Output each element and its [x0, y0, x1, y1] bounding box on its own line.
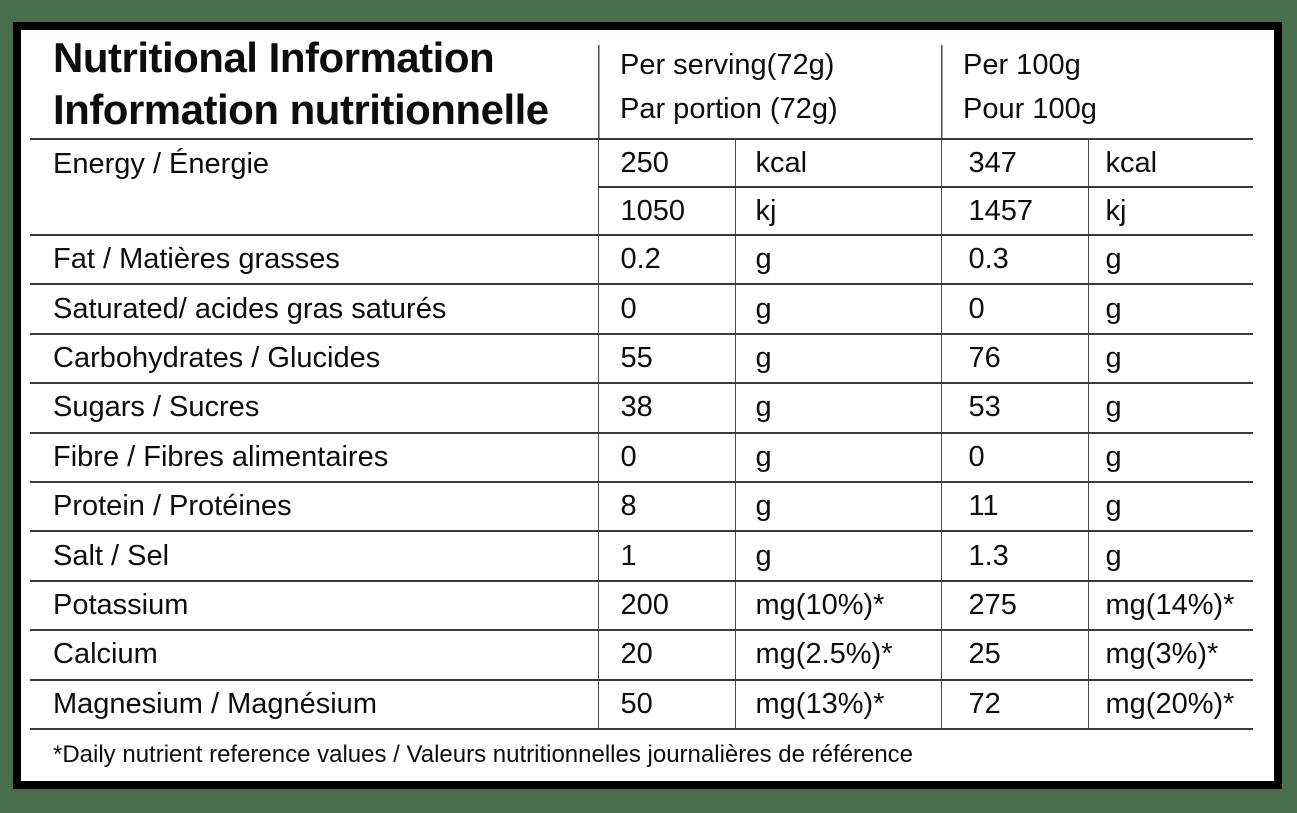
nutrition-table: Nutritional Information Information nutr…: [30, 30, 1254, 730]
per-100g-label-en: Per 100g: [963, 49, 1081, 81]
per-100g-value-cell: 275: [940, 580, 1088, 632]
serving-unit-cell: kcal: [734, 139, 941, 188]
row-label: Calcium: [30, 630, 598, 681]
table-row-protein: Protein / Protéines 8 g 11 g: [30, 481, 1254, 533]
table-row-carbohydrates: Carbohydrates / Glucides 55 g 76 g: [30, 333, 1254, 385]
per-100g-unit-cell: mg(20%)*: [1087, 679, 1254, 730]
per-100g-unit-cell: g: [1087, 235, 1254, 286]
per-100g-unit-cell: g: [1087, 383, 1254, 434]
row-label: Salt / Sel: [30, 531, 598, 582]
serving-unit-cell: g: [734, 481, 941, 533]
serving-value-cell: 0.2: [597, 235, 735, 286]
serving-unit-cell: g: [734, 531, 941, 582]
per-100g-value-cell: 0.3: [940, 235, 1088, 286]
per-100g-unit-cell: mg(14%)*: [1087, 580, 1254, 632]
table-row-fibre: Fibre / Fibres alimentaires 0 g 0 g: [30, 432, 1254, 483]
table-row-sugars: Sugars / Sucres 38 g 53 g: [30, 383, 1254, 434]
serving-unit-cell: kj: [734, 187, 941, 236]
row-label: Sugars / Sucres: [30, 383, 598, 434]
per-100g-value-cell: 53: [940, 383, 1088, 434]
serving-value-cell: 1050: [597, 187, 735, 236]
serving-unit-cell: g: [734, 432, 941, 483]
per-100g-value-cell: 25: [940, 630, 1088, 681]
row-label-energy: Energy / Énergie: [30, 139, 598, 236]
per-100g-unit-cell: g: [1087, 481, 1254, 533]
column-header-per-100g: Per 100g Pour 100g: [941, 30, 1254, 140]
table-row-fat: Fat / Matières grasses 0.2 g 0.3 g: [30, 235, 1254, 286]
row-label: Saturated/ acides gras saturés: [30, 284, 598, 335]
per-100g-unit-cell: mg(3%)*: [1087, 630, 1254, 681]
per-100g-value-cell: 1457: [940, 187, 1088, 236]
table-title: Nutritional Information Information nutr…: [30, 30, 598, 140]
table-title-en: Nutritional Information: [53, 34, 495, 81]
row-label: Carbohydrates / Glucides: [30, 333, 598, 385]
serving-value-cell: 8: [597, 481, 735, 533]
serving-unit-cell: mg(10%)*: [734, 580, 941, 632]
per-100g-value-cell: 0: [940, 284, 1088, 335]
serving-value-cell: 50: [597, 679, 735, 730]
per-100g-value-cell: 1.3: [940, 531, 1088, 582]
per-100g-unit-cell: kcal: [1087, 139, 1254, 188]
per-100g-unit-cell: kj: [1087, 187, 1254, 236]
row-label: Magnesium / Magnésium: [30, 679, 598, 730]
serving-unit-cell: g: [734, 383, 941, 434]
per-100g-value-cell: 0: [940, 432, 1088, 483]
serving-value-cell: 0: [597, 284, 735, 335]
per-serving-label-fr: Par portion (72g): [620, 93, 838, 125]
row-label: Potassium: [30, 580, 598, 632]
serving-value-cell: 250: [597, 139, 735, 188]
per-100g-label-fr: Pour 100g: [963, 93, 1097, 125]
serving-value-cell: 38: [597, 383, 735, 434]
table-row-magnesium: Magnesium / Magnésium 50 mg(13%)* 72 mg(…: [30, 679, 1254, 730]
per-100g-value-cell: 72: [940, 679, 1088, 730]
per-100g-unit-cell: g: [1087, 432, 1254, 483]
table-row-energy-kcal: Energy / Énergie 250 kcal 347 kcal: [30, 139, 1254, 236]
serving-value-cell: 20: [597, 630, 735, 681]
table-row-saturated: Saturated/ acides gras saturés 0 g 0 g: [30, 284, 1254, 335]
per-serving-label-en: Per serving(72g): [620, 49, 835, 81]
row-label: Fat / Matières grasses: [30, 235, 598, 286]
table-row-energy-kj: 1050 kj 1457 kj: [30, 187, 1254, 236]
nutrition-label-card: Nutritional Information Information nutr…: [13, 22, 1282, 789]
serving-value-cell: 1: [597, 531, 735, 582]
row-label: Protein / Protéines: [30, 481, 598, 533]
per-100g-value-cell: 76: [940, 333, 1088, 385]
serving-value-cell: 0: [597, 432, 735, 483]
serving-unit-cell: g: [734, 284, 941, 335]
table-header-row: Nutritional Information Information nutr…: [30, 30, 1254, 140]
per-100g-value-cell: 11: [940, 481, 1088, 533]
table-title-fr: Information nutritionnelle: [53, 86, 549, 133]
per-100g-unit-cell: g: [1087, 284, 1254, 335]
serving-unit-cell: mg(2.5%)*: [734, 630, 941, 681]
row-label: Fibre / Fibres alimentaires: [30, 432, 598, 483]
footnote: *Daily nutrient reference values / Valeu…: [53, 741, 914, 768]
table-row-salt: Salt / Sel 1 g 1.3 g: [30, 531, 1254, 582]
serving-value-cell: 55: [597, 333, 735, 385]
table-row-calcium: Calcium 20 mg(2.5%)* 25 mg(3%)*: [30, 630, 1254, 681]
per-100g-unit-cell: g: [1087, 531, 1254, 582]
serving-unit-cell: mg(13%)*: [734, 679, 941, 730]
table-row-potassium: Potassium 200 mg(10%)* 275 mg(14%)*: [30, 580, 1254, 632]
serving-unit-cell: g: [734, 235, 941, 286]
column-header-per-serving: Per serving(72g) Par portion (72g): [598, 30, 941, 140]
per-100g-unit-cell: g: [1087, 333, 1254, 385]
serving-unit-cell: g: [734, 333, 941, 385]
per-100g-value-cell: 347: [940, 139, 1088, 188]
serving-value-cell: 200: [597, 580, 735, 632]
